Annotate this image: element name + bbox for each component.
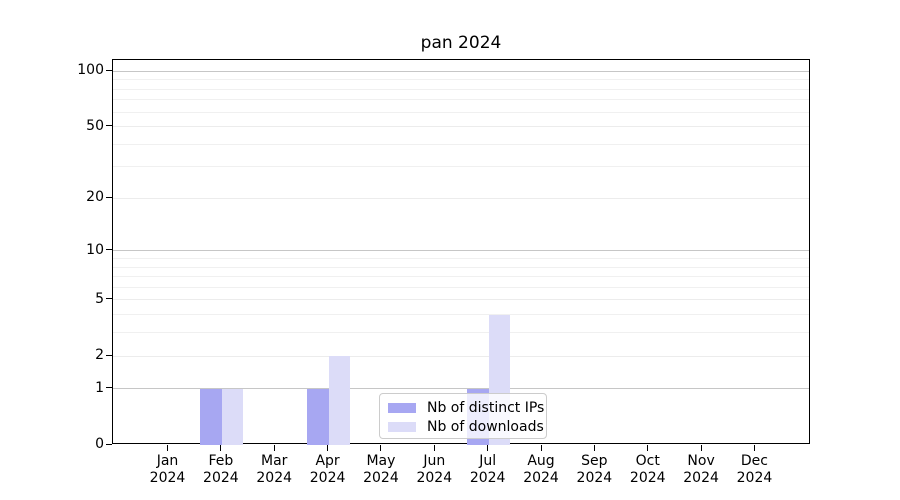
legend-swatch-downloads-icon (388, 421, 416, 432)
legend-item-downloads: Nb of downloads (388, 417, 546, 436)
x-tick-label-jan-2024: Jan 2024 (149, 453, 186, 486)
gridline-minor (113, 276, 809, 278)
x-tick-aug-2024 (540, 445, 542, 451)
gridline-major (113, 388, 809, 390)
legend-label-downloads: Nb of downloads (427, 418, 544, 435)
x-tick-dec-2024 (753, 445, 755, 451)
y-tick-label-10: 10 (86, 241, 104, 258)
bar-nb-of-distinct-ips-feb-2024 (200, 388, 222, 445)
x-tick-label-jul-2024: Jul 2024 (469, 453, 506, 486)
gridline-labeled (113, 355, 809, 357)
x-tick-label-sep-2024: Sep 2024 (576, 453, 613, 486)
y-tick-label-100: 100 (77, 62, 104, 79)
legend: Nb of distinct IPs Nb of downloads (379, 393, 547, 439)
plot-area: Nb of distinct IPs Nb of downloads (112, 59, 810, 445)
y-tick-10 (106, 249, 112, 251)
x-tick-mar-2024 (273, 445, 275, 451)
gridline-minor (113, 166, 809, 168)
gridline-minor (113, 266, 809, 268)
legend-swatch-distinct-ips-icon (388, 402, 416, 413)
x-tick-label-nov-2024: Nov 2024 (683, 453, 719, 486)
gridline-labeled (113, 299, 809, 301)
gridline-minor (113, 332, 809, 334)
gridline-minor (113, 111, 809, 113)
x-tick-may-2024 (380, 445, 382, 451)
gridline-minor (113, 79, 809, 81)
gridline-minor (113, 143, 809, 145)
y-tick-label-1: 1 (95, 379, 104, 396)
y-tick-20 (106, 196, 112, 198)
x-tick-jun-2024 (433, 445, 435, 451)
y-tick-label-20: 20 (86, 189, 104, 206)
x-tick-label-apr-2024: Apr 2024 (309, 453, 346, 486)
y-tick-label-50: 50 (86, 117, 104, 134)
gridline-minor (113, 258, 809, 259)
y-tick-50 (106, 125, 112, 127)
gridline-minor (113, 99, 809, 101)
legend-label-distinct-ips: Nb of distinct IPs (427, 399, 545, 416)
y-tick-1 (106, 387, 112, 389)
x-tick-jan-2024 (167, 445, 168, 451)
gridline-minor (113, 88, 809, 90)
x-tick-feb-2024 (220, 445, 222, 451)
x-tick-label-aug-2024: Aug 2024 (523, 453, 559, 486)
y-tick-0 (106, 443, 112, 445)
x-tick-label-may-2024: May 2024 (363, 453, 399, 486)
y-tick-2 (106, 354, 112, 356)
x-tick-oct-2024 (647, 445, 649, 451)
legend-item-distinct-ips: Nb of distinct IPs (388, 398, 546, 417)
gridline-labeled (113, 126, 809, 128)
y-tick-5 (106, 298, 112, 300)
y-tick-label-0: 0 (95, 436, 104, 452)
bar-nb-of-distinct-ips-apr-2024 (307, 388, 329, 445)
gridline-minor (113, 286, 809, 288)
x-tick-nov-2024 (700, 445, 702, 451)
gridline-major (113, 250, 809, 252)
y-tick-label-5: 5 (95, 290, 104, 307)
x-tick-sep-2024 (593, 445, 595, 451)
gridline-labeled (113, 197, 809, 199)
bar-nb-of-downloads-apr-2024 (328, 356, 351, 445)
x-tick-apr-2024 (327, 445, 329, 451)
gridline-minor (113, 314, 809, 316)
bar-nb-of-downloads-feb-2024 (221, 388, 244, 445)
y-tick-100 (106, 69, 112, 71)
chart-title: pan 2024 (420, 33, 502, 53)
x-tick-label-dec-2024: Dec 2024 (736, 453, 773, 486)
x-tick-label-feb-2024: Feb 2024 (203, 453, 239, 486)
x-tick-label-oct-2024: Oct 2024 (629, 453, 666, 486)
x-tick-label-mar-2024: Mar 2024 (256, 453, 293, 486)
x-tick-jul-2024 (487, 445, 489, 451)
x-tick-label-jun-2024: Jun 2024 (416, 453, 453, 486)
y-tick-label-2: 2 (95, 347, 104, 364)
gridline-major (113, 70, 809, 72)
